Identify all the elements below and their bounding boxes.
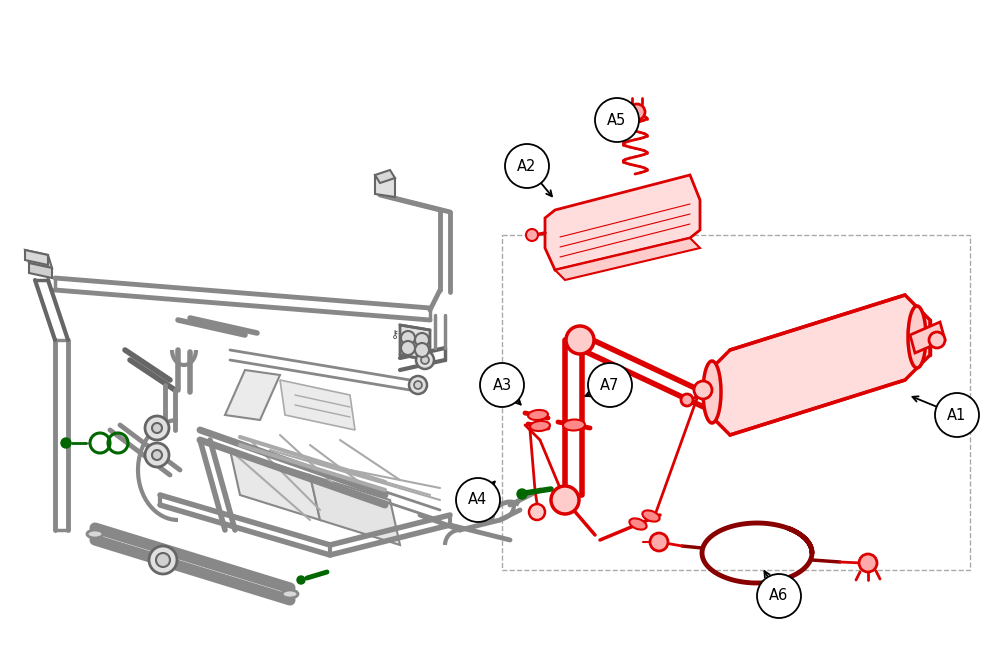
Circle shape [529, 504, 545, 520]
Polygon shape [230, 450, 320, 520]
Circle shape [409, 376, 427, 394]
Circle shape [61, 438, 71, 448]
Polygon shape [310, 475, 400, 545]
Ellipse shape [908, 306, 926, 368]
Circle shape [152, 450, 162, 460]
Circle shape [156, 553, 170, 567]
Polygon shape [25, 250, 52, 268]
Ellipse shape [282, 590, 298, 598]
Circle shape [588, 363, 632, 407]
Polygon shape [29, 263, 52, 278]
Circle shape [145, 443, 169, 467]
Circle shape [526, 229, 538, 241]
Circle shape [694, 381, 712, 399]
Ellipse shape [563, 420, 585, 430]
Text: A6: A6 [769, 589, 789, 604]
Polygon shape [225, 370, 280, 420]
Text: ⚷: ⚷ [391, 330, 399, 340]
Circle shape [859, 554, 877, 572]
Polygon shape [545, 175, 700, 270]
Circle shape [480, 363, 524, 407]
Text: A4: A4 [468, 493, 488, 508]
Circle shape [505, 144, 549, 188]
Circle shape [517, 489, 527, 499]
Text: A5: A5 [607, 113, 627, 128]
Ellipse shape [87, 530, 103, 538]
Ellipse shape [629, 518, 647, 530]
Circle shape [421, 356, 429, 364]
Ellipse shape [642, 510, 660, 522]
Polygon shape [375, 170, 395, 183]
Polygon shape [280, 380, 355, 430]
Polygon shape [910, 322, 945, 353]
Circle shape [415, 343, 429, 357]
Circle shape [929, 332, 945, 348]
Circle shape [757, 574, 801, 618]
Polygon shape [375, 175, 395, 197]
Polygon shape [502, 235, 970, 570]
Circle shape [566, 326, 594, 354]
Polygon shape [705, 295, 930, 435]
Circle shape [401, 331, 415, 345]
Polygon shape [25, 250, 48, 265]
Circle shape [149, 546, 177, 574]
Circle shape [650, 533, 668, 551]
Ellipse shape [703, 361, 721, 423]
Circle shape [595, 98, 639, 142]
Text: A2: A2 [517, 158, 537, 173]
Circle shape [416, 351, 434, 369]
Polygon shape [555, 238, 700, 280]
Circle shape [456, 478, 500, 522]
Text: A7: A7 [600, 377, 620, 393]
Circle shape [415, 333, 429, 347]
Circle shape [145, 416, 169, 440]
Ellipse shape [530, 421, 550, 431]
Text: A1: A1 [947, 408, 967, 422]
Polygon shape [400, 325, 430, 360]
Circle shape [935, 393, 979, 437]
Circle shape [414, 381, 422, 389]
Circle shape [629, 104, 645, 120]
Circle shape [681, 394, 693, 406]
Circle shape [551, 486, 579, 514]
Ellipse shape [528, 410, 548, 420]
Circle shape [152, 423, 162, 433]
Circle shape [297, 576, 305, 584]
Text: A3: A3 [492, 377, 512, 393]
Circle shape [401, 341, 415, 355]
